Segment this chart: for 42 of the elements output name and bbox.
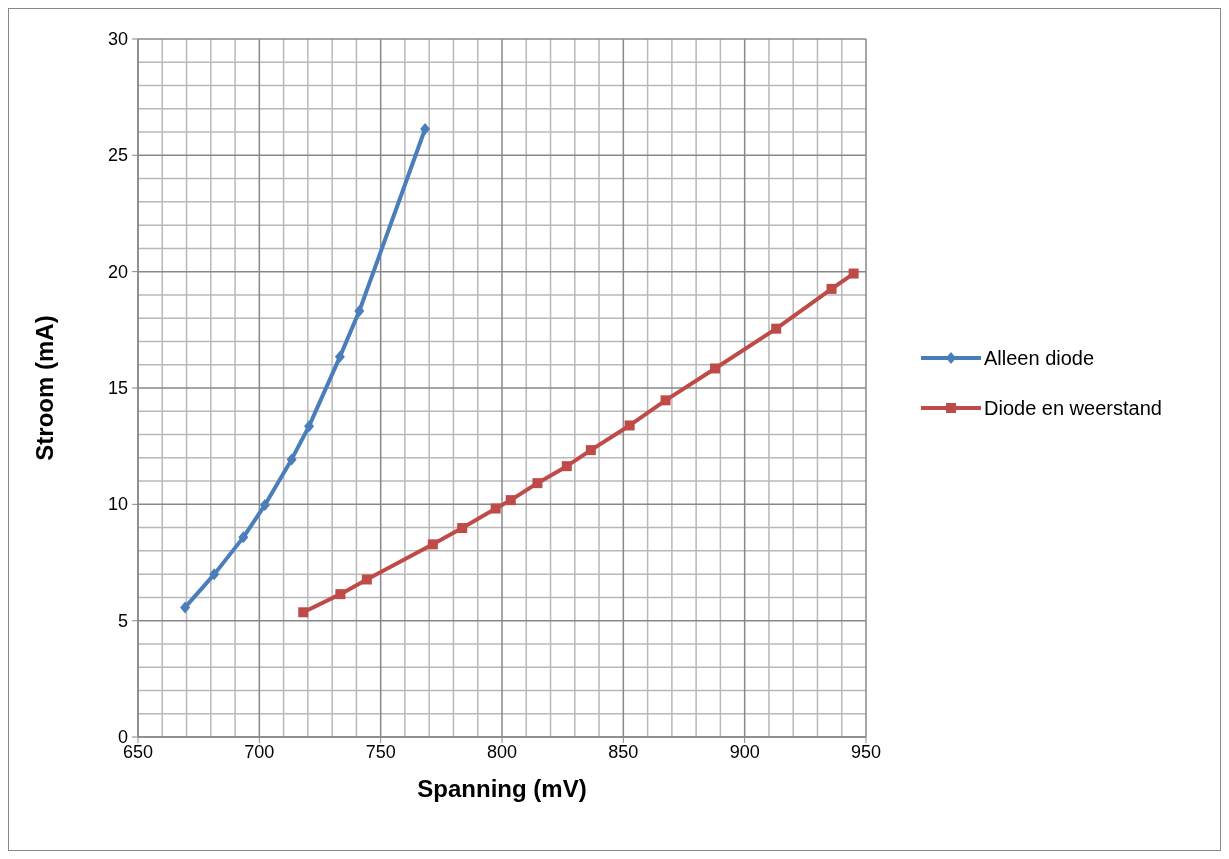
- x-tick-label: 850: [608, 742, 639, 762]
- x-tick-label: 950: [850, 742, 882, 762]
- point: [335, 589, 346, 600]
- point: [624, 420, 635, 431]
- point: [180, 601, 191, 614]
- y-tick-label: 30: [107, 29, 128, 49]
- point: [826, 283, 837, 294]
- x-tick-label: 700: [244, 742, 275, 762]
- point: [457, 523, 468, 534]
- legend-label: Diode en weerstand: [984, 397, 1162, 419]
- point: [361, 574, 372, 585]
- x-tick-label: 800: [486, 742, 518, 762]
- y-tick-label: 5: [117, 610, 128, 631]
- point: [304, 420, 315, 433]
- point: [585, 445, 596, 456]
- x-tick-label: 750: [365, 742, 396, 762]
- point: [848, 268, 859, 279]
- point: [259, 499, 270, 512]
- point: [354, 304, 365, 317]
- legend-label: Alleen diode: [984, 347, 1095, 369]
- x-tick-label: 900: [729, 742, 760, 762]
- point: [532, 478, 543, 489]
- y-axis-title: Stroom (mA): [31, 315, 58, 461]
- point: [209, 568, 220, 581]
- point: [298, 607, 309, 618]
- y-tick-label: 20: [107, 261, 128, 282]
- point: [286, 453, 297, 466]
- point: [238, 531, 249, 544]
- point: [771, 323, 782, 334]
- point: [710, 363, 721, 374]
- x-tick-label: 650: [122, 742, 154, 762]
- point: [505, 495, 516, 506]
- point: [660, 395, 671, 406]
- x-axis-title: Spanning (mV): [417, 775, 587, 802]
- point: [420, 123, 431, 136]
- y-tick-label: 10: [107, 494, 128, 515]
- point: [334, 350, 345, 363]
- y-tick-label: 15: [107, 378, 128, 398]
- point: [427, 539, 438, 550]
- point: [490, 503, 501, 514]
- point: [561, 461, 572, 472]
- y-tick-label: 25: [107, 145, 128, 166]
